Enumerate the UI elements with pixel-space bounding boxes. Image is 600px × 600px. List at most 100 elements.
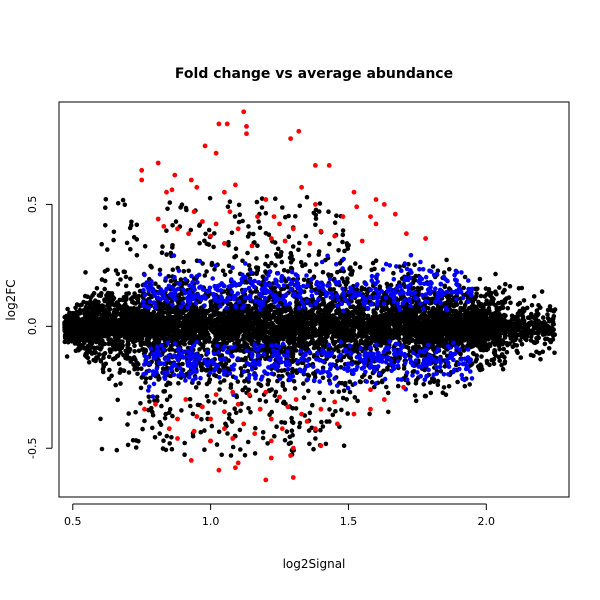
point-black (245, 368, 251, 374)
point-black (208, 365, 213, 371)
point-black (212, 400, 217, 405)
point-black (435, 378, 441, 384)
point-black (112, 338, 117, 344)
point-black (314, 262, 319, 267)
point-black (457, 310, 463, 316)
point-black (415, 285, 421, 291)
point-black (319, 301, 325, 307)
point-black (240, 336, 245, 342)
point-black (90, 293, 95, 298)
point-black (292, 386, 298, 391)
point-black (158, 305, 164, 310)
point-black (108, 348, 113, 354)
point-black (181, 259, 186, 265)
point-black (379, 379, 385, 385)
point-black (347, 337, 352, 343)
point-black (444, 257, 449, 263)
point-black (204, 367, 210, 373)
point-black (505, 342, 510, 348)
point-black (370, 260, 376, 266)
point-black (209, 262, 215, 268)
point-black (412, 393, 418, 398)
point-black (77, 307, 83, 313)
point-black (102, 351, 108, 356)
point-black (479, 354, 484, 359)
point-black (300, 263, 305, 269)
point-black (429, 300, 434, 306)
point-black (157, 267, 163, 273)
point-black (65, 339, 71, 345)
point-black (413, 398, 419, 404)
point-black (254, 256, 259, 261)
point-black (196, 380, 201, 386)
point-black (146, 394, 152, 400)
point-black (379, 295, 385, 300)
point-black (301, 395, 307, 401)
point-black (443, 392, 449, 398)
point-black (125, 356, 130, 361)
point-black (134, 360, 140, 366)
point-black (139, 366, 144, 372)
point-black (118, 277, 123, 282)
point-black (504, 349, 510, 355)
point-black (307, 268, 313, 274)
point-black (282, 420, 288, 426)
point-black (479, 366, 485, 372)
point-black (135, 371, 140, 377)
point-black (204, 269, 209, 274)
point-black (338, 357, 344, 363)
point-black (495, 307, 501, 312)
point-black (458, 351, 463, 357)
point-black (535, 330, 541, 335)
point-black (485, 346, 491, 352)
point-black (74, 302, 80, 307)
point-black (491, 361, 497, 367)
point-black (307, 410, 313, 416)
point-black (135, 283, 141, 288)
point-black (115, 281, 121, 287)
point-black (255, 340, 261, 346)
point-black (108, 302, 113, 308)
point-black (65, 306, 70, 312)
point-black (503, 281, 508, 287)
point-black (125, 341, 131, 347)
point-black (542, 341, 548, 347)
point-black (355, 398, 360, 404)
point-black (335, 358, 340, 364)
point-black (249, 338, 255, 343)
point-black (84, 311, 89, 316)
point-black (462, 274, 468, 280)
point-black (473, 359, 479, 364)
point-black (207, 377, 213, 382)
point-black (235, 379, 241, 384)
point-black (212, 267, 217, 272)
point-black (354, 349, 360, 354)
point-black (153, 281, 158, 287)
point-black (202, 273, 208, 278)
point-black (96, 303, 102, 308)
point-black (117, 370, 123, 375)
point-black (301, 277, 307, 283)
point-black (524, 337, 529, 343)
point-black (107, 291, 113, 296)
point-black (82, 340, 87, 346)
point-black (159, 403, 164, 409)
point-black (274, 398, 280, 404)
chart-title: Fold change vs average abundance (175, 66, 453, 82)
point-black (83, 270, 88, 275)
point-black (406, 261, 411, 267)
point-black (290, 358, 295, 363)
point-black (98, 358, 103, 363)
point-black (167, 347, 172, 352)
point-black (549, 307, 554, 313)
point-black (123, 274, 129, 280)
point-black (537, 350, 542, 356)
point-black (390, 305, 395, 311)
point-black (101, 369, 106, 375)
point-black (360, 374, 365, 380)
point-black (197, 240, 202, 246)
point-black (505, 305, 511, 311)
point-black (138, 385, 144, 391)
point-black (350, 268, 355, 274)
point-black (218, 380, 223, 385)
